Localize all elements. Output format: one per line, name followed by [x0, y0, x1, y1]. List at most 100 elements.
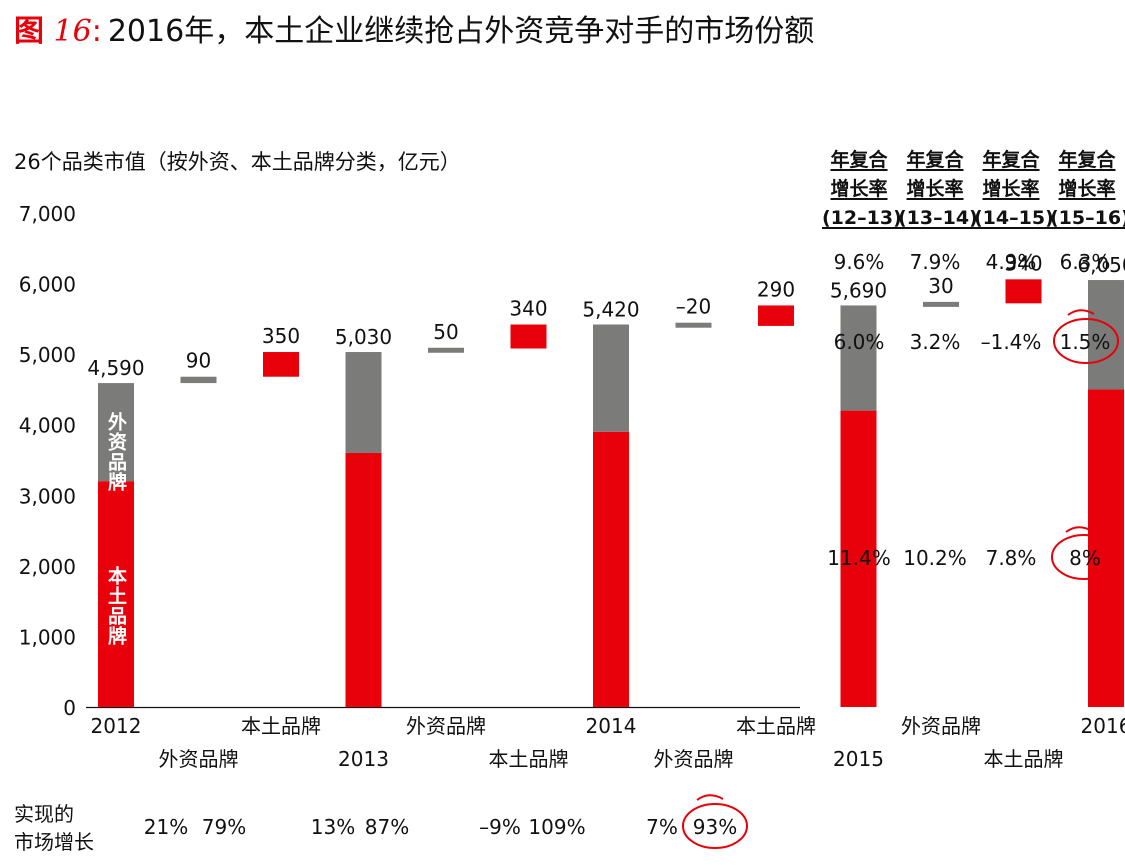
- cagr-header-1-line2: 增长率: [830, 178, 888, 200]
- highlight-circle-growth: [682, 803, 748, 849]
- figure-colon: :: [91, 14, 102, 49]
- bar-foreign-2012: [98, 383, 134, 482]
- bar-value-label: 6,050: [1077, 253, 1125, 277]
- growth-foreign-4: 7%: [646, 815, 678, 839]
- x-tick-label: 外资品牌: [901, 714, 981, 738]
- cagr-header-3-line3: (14–15): [974, 207, 1054, 229]
- highlight-circle-local-cagr: [1051, 534, 1117, 580]
- cagr-header-3-line1: 年复合: [982, 149, 1040, 171]
- chart-subtitle: 26个品类市值（按外资、本土品牌分类，亿元）: [14, 150, 461, 174]
- bar-value-label: 90: [186, 349, 211, 373]
- bar-local-2016: [1088, 389, 1124, 707]
- bar-value-label: 340: [509, 297, 547, 321]
- highlight-circle-foreign-cagr: [1053, 318, 1119, 364]
- cagr-local-3: 7.8%: [985, 546, 1037, 570]
- highlight-stroke: [1067, 309, 1095, 316]
- x-tick-label: 外资品牌: [406, 714, 486, 738]
- bar-local-2013: [345, 452, 382, 707]
- bar-local-2014: [593, 431, 629, 707]
- cagr-header-4-line3: (15–16): [1050, 207, 1125, 229]
- x-tick-label: 2012: [91, 714, 142, 738]
- bar-delta-local: [1005, 279, 1042, 304]
- growth-local-3: 109%: [528, 815, 586, 839]
- cagr-header-4-line1: 年复合: [1058, 149, 1116, 171]
- y-tick-label: 0: [63, 696, 76, 720]
- cagr-foreign-3: –1.4%: [980, 330, 1042, 354]
- cagr-header-4-line2: 增长率: [1058, 178, 1116, 200]
- bar-value-label: 5,030: [335, 325, 392, 349]
- realized-growth-label-line1: 实现的: [14, 802, 74, 826]
- figure-label: 图: [14, 14, 44, 49]
- y-tick-label: 3,000: [19, 484, 76, 508]
- cagr-header-2-line3: (13–14): [898, 207, 978, 229]
- growth-local-1: 79%: [201, 815, 247, 839]
- x-tick-label: 本土品牌: [984, 747, 1064, 771]
- bar-value-label: 290: [757, 277, 795, 301]
- cagr-header-2: 年复合 增长率 (13–14): [898, 146, 978, 233]
- cagr-local-2: 10.2%: [903, 546, 967, 570]
- page-title: 图 16: 2016年，本土企业继续抢占外资竞争对手的市场份额: [14, 6, 814, 50]
- growth-foreign-1: 21%: [143, 815, 189, 839]
- x-tick-label: 2013: [338, 747, 389, 771]
- cagr-local-4: 8%: [1069, 546, 1101, 570]
- bar-delta-foreign: [428, 347, 464, 353]
- x-tick-label: 本土品牌: [241, 714, 321, 738]
- bar-delta-local: [758, 305, 794, 326]
- bar-foreign-2014: [593, 324, 629, 432]
- bar-delta-local: [263, 352, 299, 377]
- x-tick-label: 本土品牌: [736, 714, 816, 738]
- cagr-total-4: 6.3%: [1059, 250, 1111, 274]
- bar-foreign-2016: [1088, 280, 1124, 390]
- bar-value-label: 5,420: [582, 298, 639, 322]
- bar-foreign-2015: [840, 305, 877, 411]
- y-tick-label: 6,000: [19, 273, 76, 297]
- realized-growth-label: 实现的 市场增长: [14, 800, 94, 856]
- cagr-header-2-line2: 增长率: [906, 178, 964, 200]
- cagr-total-3: 4.9%: [985, 250, 1037, 274]
- bar-delta-foreign: [675, 322, 712, 328]
- bar-local-2012: [98, 481, 134, 707]
- x-tick-label: 本土品牌: [489, 747, 569, 771]
- cagr-header-3-line2: 增长率: [982, 178, 1040, 200]
- bar-value-label: –20: [676, 295, 711, 319]
- bar-value-label: 350: [262, 324, 300, 348]
- bar-foreign-2013: [345, 352, 382, 453]
- x-tick-label: 2014: [586, 714, 637, 738]
- bar-delta-local: [510, 324, 547, 349]
- realized-growth-label-line2: 市场增长: [14, 830, 94, 854]
- growth-foreign-3: –9%: [479, 815, 521, 839]
- y-tick-label: 2,000: [19, 555, 76, 579]
- y-tick-label: 1,000: [19, 625, 76, 649]
- bar-value-label: 5,690: [830, 278, 887, 302]
- bar-local-2015: [840, 410, 877, 707]
- growth-local-4: 93%: [692, 815, 738, 839]
- cagr-header-1-line3: (12–13): [822, 207, 902, 229]
- bar-value-label: 50: [433, 320, 458, 344]
- series-label-foreign: 外资品牌: [105, 411, 127, 492]
- y-tick-label: 4,000: [19, 414, 76, 438]
- title-text: 2016年，本土企业继续抢占外资竞争对手的市场份额: [107, 14, 815, 49]
- cagr-total-1: 9.6%: [833, 250, 885, 274]
- bar-delta-foreign: [180, 376, 217, 384]
- x-tick-label: 2015: [833, 747, 884, 771]
- series-label-local: 本土品牌: [105, 565, 127, 646]
- cagr-total-2: 7.9%: [909, 250, 961, 274]
- cagr-foreign-2: 3.2%: [909, 330, 961, 354]
- x-tick-label: 外资品牌: [654, 747, 734, 771]
- cagr-local-1: 11.4%: [827, 546, 891, 570]
- cagr-header-2-line1: 年复合: [906, 149, 964, 171]
- cagr-foreign-4: 1.5%: [1059, 330, 1111, 354]
- cagr-header-1: 年复合 增长率 (12–13): [822, 146, 902, 233]
- highlight-stroke: [696, 794, 724, 801]
- bar-value-label: 30: [928, 274, 953, 298]
- cagr-header-3: 年复合 增长率 (14–15): [974, 146, 1054, 233]
- bar-delta-foreign: [923, 301, 959, 307]
- y-tick-label: 7,000: [19, 202, 76, 226]
- cagr-header-4: 年复合 增长率 (15–16): [1050, 146, 1125, 233]
- growth-local-2: 87%: [364, 815, 410, 839]
- highlight-stroke: [1065, 526, 1093, 533]
- cagr-foreign-1: 6.0%: [833, 330, 885, 354]
- bar-value-label: 4,590: [87, 356, 144, 380]
- x-tick-label: 2016: [1081, 714, 1125, 738]
